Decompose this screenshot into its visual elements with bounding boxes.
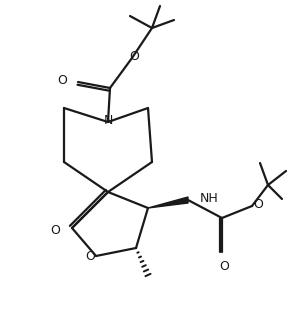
Text: O: O <box>50 224 60 236</box>
Text: O: O <box>85 250 95 263</box>
Text: NH: NH <box>200 192 219 204</box>
Text: O: O <box>57 73 67 86</box>
Polygon shape <box>148 197 188 208</box>
Text: O: O <box>129 50 139 62</box>
Text: O: O <box>219 259 229 273</box>
Text: N: N <box>103 113 113 127</box>
Text: O: O <box>253 198 263 210</box>
